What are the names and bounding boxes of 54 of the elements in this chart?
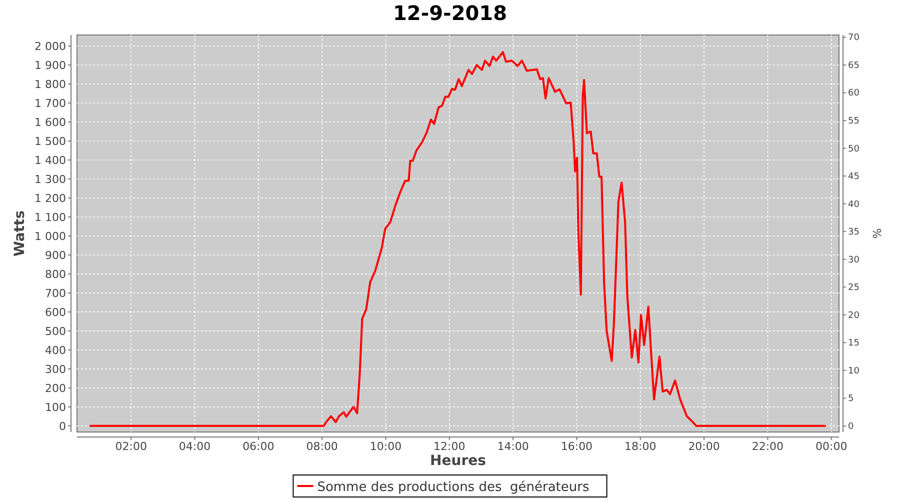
y-tick-label: 200 bbox=[45, 382, 66, 395]
x-tick-label: 08:00 bbox=[306, 440, 338, 453]
y-tick-label: 1 600 bbox=[34, 116, 66, 129]
y-tick-label: 600 bbox=[45, 306, 66, 319]
y2-tick-label: 0 bbox=[848, 422, 854, 432]
y-tick-label: 1 000 bbox=[34, 230, 66, 243]
y-tick-label: 700 bbox=[45, 286, 66, 300]
y2-tick-label: 55 bbox=[848, 116, 860, 127]
x-tick-label: 02:00 bbox=[115, 440, 147, 453]
y-tick-label: 1 800 bbox=[34, 78, 66, 92]
x-tick-label: 12:00 bbox=[434, 440, 466, 453]
y2-axis-title: % bbox=[870, 228, 883, 239]
y2-tick-label: 70 bbox=[848, 33, 860, 44]
x-tick-label: 22:00 bbox=[752, 440, 784, 453]
y-tick-label: 100 bbox=[45, 400, 66, 414]
legend-label: Somme des productions des générateurs bbox=[317, 480, 590, 495]
y-axis-title: Watts bbox=[12, 210, 28, 257]
y2-tick-label: 30 bbox=[848, 255, 860, 266]
y2-tick-label: 50 bbox=[848, 144, 860, 154]
y-tick-label: 400 bbox=[45, 344, 66, 357]
x-tick-label: 00:00 bbox=[816, 440, 848, 453]
y-tick-label: 1 200 bbox=[34, 192, 66, 205]
x-tick-label: 06:00 bbox=[242, 440, 274, 453]
y-tick-label: 500 bbox=[45, 324, 66, 338]
y-tick-label: 2 000 bbox=[34, 40, 66, 54]
x-tick-label: 14:00 bbox=[497, 440, 529, 453]
y2-tick-label: 15 bbox=[848, 338, 860, 349]
y-tick-label: 1 300 bbox=[34, 172, 66, 186]
line-series bbox=[89, 51, 826, 427]
y2-tick-label: 25 bbox=[848, 283, 860, 294]
y2-tick-label: 40 bbox=[848, 200, 860, 210]
y-tick-label: 1 400 bbox=[34, 154, 66, 167]
y-tick-label: 1 700 bbox=[34, 97, 66, 110]
y-tick-label: 900 bbox=[45, 248, 66, 262]
y2-tick-label: 45 bbox=[848, 172, 860, 182]
x-axis-title: Heures bbox=[430, 453, 486, 469]
y2-tick-label: 60 bbox=[848, 88, 860, 99]
x-tick-label: 04:00 bbox=[178, 440, 211, 453]
y2-tick-label: 35 bbox=[848, 228, 860, 238]
x-tick-label: 18:00 bbox=[624, 440, 656, 453]
y-tick-label: 300 bbox=[45, 362, 66, 376]
chart-title: 12-9-2018 bbox=[392, 1, 508, 25]
x-tick-label: 16:00 bbox=[560, 440, 593, 453]
y2-tick-label: 10 bbox=[848, 366, 860, 376]
y-tick-label: 1 100 bbox=[34, 210, 66, 224]
y-tick-label: 1 900 bbox=[34, 59, 66, 72]
y2-tick-label: 20 bbox=[848, 310, 860, 321]
y2-tick-label: 65 bbox=[848, 60, 860, 71]
x-tick-label: 20:00 bbox=[688, 440, 720, 453]
y2-tick-label: 5 bbox=[848, 394, 854, 404]
y-tick-label: 0 bbox=[59, 420, 66, 433]
x-tick-label: 10:00 bbox=[370, 440, 402, 453]
y-tick-label: 1 500 bbox=[34, 134, 66, 148]
y-tick-label: 800 bbox=[45, 268, 66, 281]
